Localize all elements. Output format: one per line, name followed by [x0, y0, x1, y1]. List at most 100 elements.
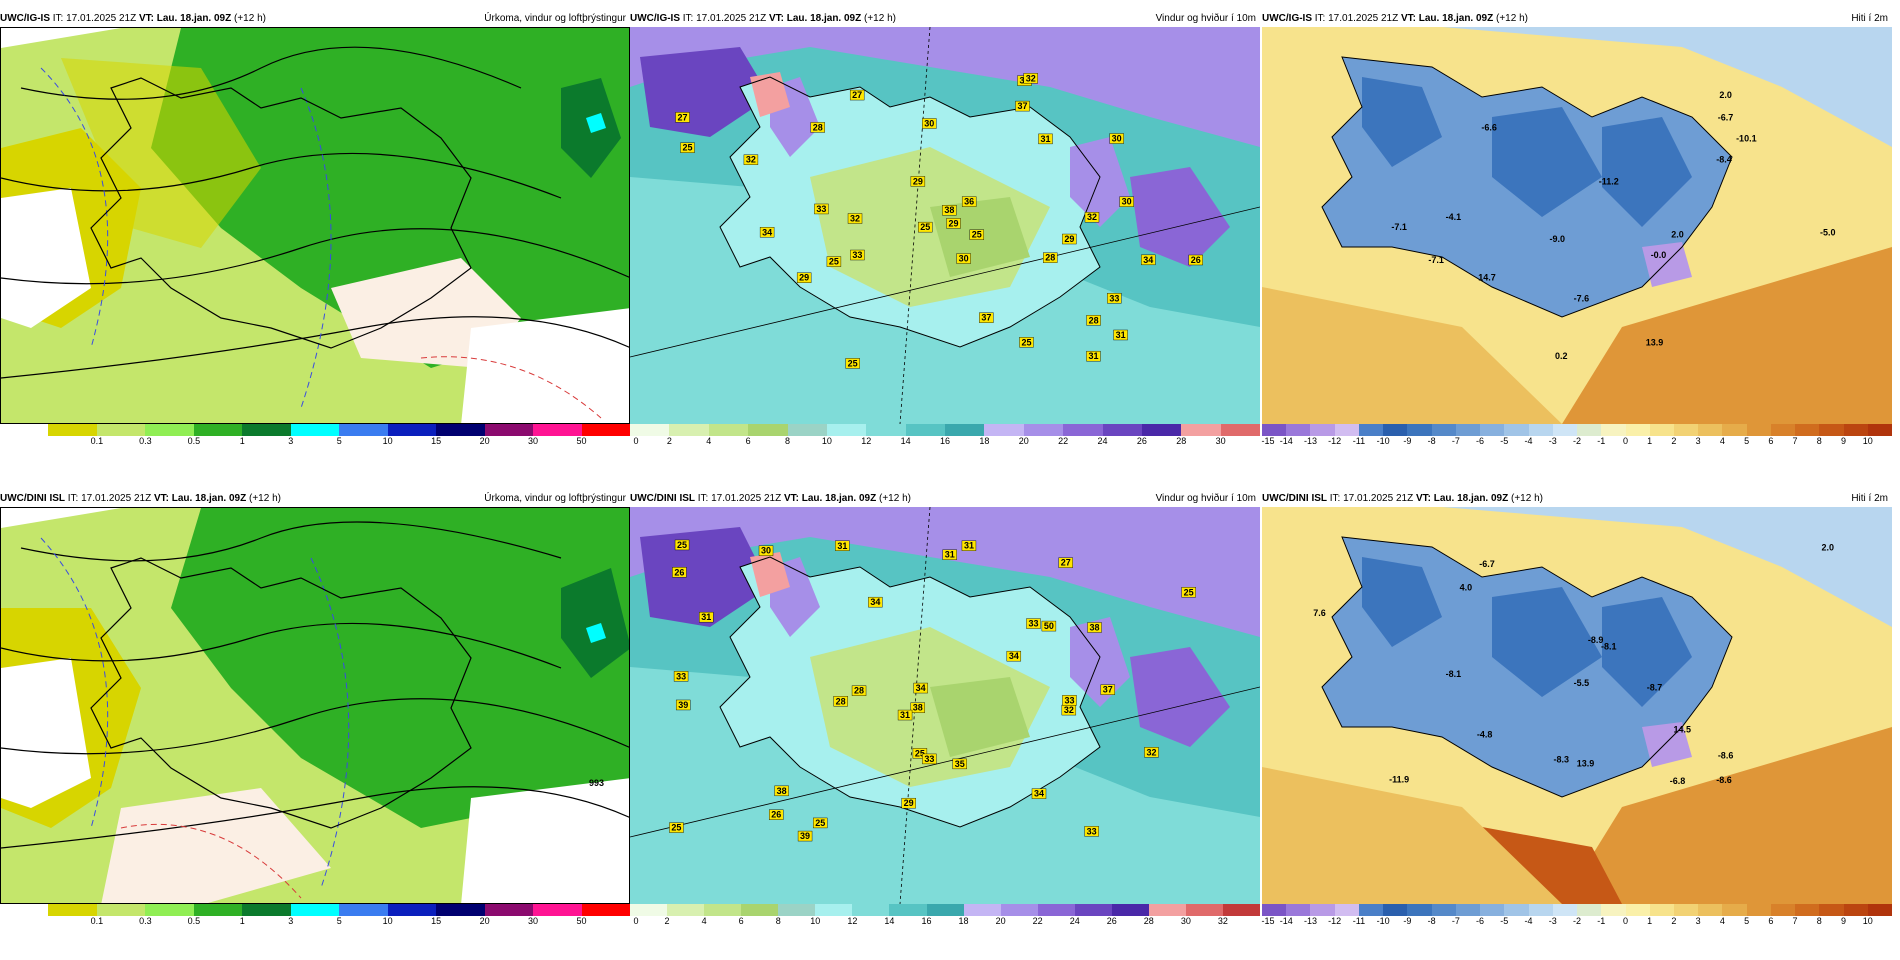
colorbar-swatch	[1722, 424, 1747, 436]
wind-gust-label: 33	[676, 671, 686, 681]
issue-time: IT: 17.01.2025 21Z	[67, 493, 152, 504]
colorbar-swatch	[826, 424, 867, 436]
lead-time: (+12 h)	[1496, 13, 1528, 24]
wind-colorbar: 0 2 4 6 8 10 12 14 16 18 20 22 24 26 28 30 32	[630, 904, 1261, 926]
colorbar-tick-label: 50	[576, 436, 587, 446]
colorbar-swatch	[1455, 904, 1481, 916]
colorbar-tick-label: -11	[1352, 436, 1366, 446]
wind-gust-label: 25	[972, 230, 982, 240]
colorbar-swatch	[1310, 904, 1335, 916]
colorbar-swatch	[1407, 424, 1432, 436]
colorbar-swatch	[1698, 424, 1723, 436]
panel-wind-row2: UWC/DINI ISL IT: 17.01.2025 21Z VT: Lau.…	[630, 490, 1261, 960]
wind-label-box	[813, 817, 828, 829]
colorbar-swatch	[741, 904, 779, 916]
colorbar-swatch	[1358, 904, 1384, 916]
temperature-label: -4.1	[1446, 212, 1462, 222]
colorbar-swatch	[1383, 904, 1408, 916]
wind-gust-label: 25	[1021, 337, 1031, 347]
temp-map: -9.0 -6.7 -10.1 -6.6 -0.0 -7.1 -11.2 -8.4 -7.1 0.…	[1262, 27, 1892, 424]
colorbar-swatch	[1063, 424, 1103, 436]
wind-gust-label: 32	[1146, 747, 1156, 757]
colorbar-tick-label: 10	[382, 436, 393, 446]
colorbar-swatch	[1625, 904, 1650, 916]
wind-label-box	[759, 227, 775, 238]
colorbar-swatch	[1455, 424, 1481, 436]
colorbar-swatch	[708, 424, 749, 436]
colorbar-swatch	[1867, 904, 1893, 916]
colorbar-swatch	[1552, 424, 1578, 436]
colorbar-tick-label: -3	[1548, 436, 1557, 446]
wind-label-box	[868, 596, 883, 608]
colorbar-tick-label: 18	[958, 916, 969, 926]
colorbar-swatch	[1698, 904, 1723, 916]
colorbar-swatch	[1141, 424, 1182, 436]
panel-title: Úrkoma, vindur og loftþrýstingur	[484, 493, 626, 504]
wind-label-box	[1043, 252, 1058, 263]
temperature-label: -8.1	[1601, 642, 1617, 652]
wind-gust-label: 25	[815, 818, 825, 828]
wind-label-box	[912, 748, 928, 759]
wind-label-box	[850, 249, 865, 261]
colorbar-swatch	[145, 904, 194, 916]
colorbar-swatch	[1528, 904, 1553, 916]
colorbar-tick-label: 15	[431, 436, 442, 446]
wind-label-box	[833, 696, 848, 707]
wind-gust-label: 28	[1045, 253, 1055, 263]
wind-label-box	[942, 549, 957, 560]
wind-gust-label: 34	[870, 597, 880, 607]
wind-gust-label: 33	[924, 754, 934, 764]
colorbar-tick-label: 8	[775, 916, 781, 926]
wind-gust-label: 33	[1064, 695, 1074, 705]
wind-colorbar: 0 2 4 6 8 10 12 14 16 18 20 22 24 26 28 30	[630, 424, 1260, 446]
colorbar-swatch	[1310, 424, 1335, 436]
colorbar-tick-label: 5	[1744, 916, 1750, 926]
colorbar-swatch	[1504, 424, 1529, 436]
wind-gust-label: 37	[1103, 685, 1113, 695]
wind-gust-label: 25	[682, 143, 692, 153]
issue-time: IT: 17.01.2025 21Z	[697, 493, 782, 504]
colorbar-tick-label: -4	[1524, 436, 1533, 446]
colorbar-tick-label: 10	[1862, 916, 1873, 926]
colorbar-swatch	[1819, 424, 1844, 436]
colorbar-tick-label: -1	[1597, 916, 1606, 926]
panel-header: UWC/IG-IS IT: 17.01.2025 21Z VT: Lau. 18…	[630, 10, 1260, 27]
precip-colorbar: 0.1 0.3 0.5 1 3 5 10 15 20 30 50	[0, 904, 631, 926]
wind-gust-label: 25	[1184, 587, 1194, 597]
wind-label-box	[1015, 100, 1030, 112]
colorbar-tick-label: 24	[1069, 916, 1080, 926]
wind-label-box	[797, 830, 813, 842]
wind-gust-label: 37	[1018, 101, 1028, 111]
colorbar-swatch	[48, 424, 97, 436]
wind-label-box	[814, 203, 829, 215]
wind-label-box	[1109, 133, 1124, 144]
colorbar-tick-label: -5	[1500, 916, 1509, 926]
wind-label-box	[1023, 73, 1038, 84]
temp-map: -8.1 -8.6 -11.9 -8.3 -5.5 -8.6 -8.7 -6.7 -6.8 -8.…	[1262, 507, 1892, 904]
temperature-label: -8.4	[1716, 155, 1732, 165]
wind-gust-label: 25	[671, 823, 681, 833]
wind-label-box	[1084, 212, 1100, 223]
colorbar-swatch	[1843, 424, 1868, 436]
wind-gust-label: 28	[854, 686, 864, 696]
colorbar-swatch	[1181, 424, 1221, 436]
wind-gust-label: 33	[1109, 293, 1119, 303]
wind-gust-label: 29	[799, 273, 809, 283]
wind-label-box	[835, 540, 850, 551]
wind-label-box	[1119, 196, 1134, 207]
model-name: UWC/IG-IS	[1262, 13, 1312, 24]
panel-temp-row2: UWC/DINI ISL IT: 17.01.2025 21Z VT: Lau.…	[1261, 490, 1893, 960]
colorbar-swatch	[1673, 904, 1699, 916]
colorbar-swatch	[242, 904, 291, 916]
valid-time: VT: Lau. 18.jan. 09Z	[153, 493, 247, 504]
colorbar-tick-label: 1	[1647, 436, 1653, 446]
colorbar-swatch	[96, 424, 146, 436]
wind-gust-label: 29	[1064, 234, 1074, 244]
colorbar-swatch	[145, 424, 194, 436]
colorbar-swatch	[1431, 424, 1456, 436]
wind-map: 50 38 39 38 31 35 34 34 30 39 37 32 27 26 38 34 26 34 33 25…	[630, 507, 1260, 904]
pressure-low-label: 993	[589, 778, 604, 788]
colorbar-tick-label: 9	[1841, 436, 1847, 446]
colorbar-swatch	[1746, 424, 1771, 436]
colorbar-swatch	[1722, 904, 1747, 916]
